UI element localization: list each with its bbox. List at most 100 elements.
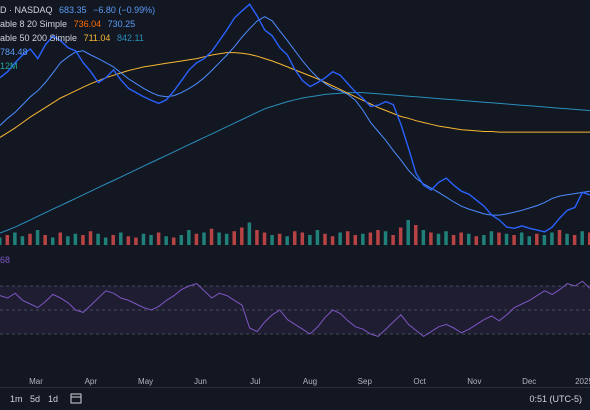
volume-bar — [187, 230, 191, 245]
volume-bar — [202, 232, 206, 245]
volume-bar — [398, 227, 403, 245]
volume-bar — [232, 231, 236, 245]
ma1-legend: able 8 20 Simple 736.04 730.25 — [0, 18, 139, 30]
volume-bar — [134, 237, 138, 245]
volume-bar — [459, 232, 463, 245]
volume-bar — [308, 235, 312, 245]
volume-bar — [414, 225, 418, 245]
ma20-line — [0, 16, 590, 216]
bottom-separator — [0, 387, 590, 388]
volume-bar — [557, 230, 562, 245]
volume-bar — [527, 236, 531, 245]
volume-bar — [171, 237, 176, 245]
volume-bar — [164, 236, 168, 245]
volume-bar — [50, 237, 55, 245]
volume-bar — [429, 232, 433, 245]
volume-bar — [35, 230, 40, 245]
ticker-legend: D · NASDAQ 683.35 −6.80 (−0.99%) — [0, 4, 159, 16]
volume-bar — [572, 235, 577, 245]
volume-bar — [5, 235, 10, 245]
volume-bar — [504, 233, 509, 245]
ma200-line — [0, 92, 590, 234]
volume-bar — [224, 233, 229, 245]
range-1m-button[interactable]: 1m — [10, 394, 23, 404]
ma2-legend: able 50 200 Simple 711.04 842.11 — [0, 32, 148, 44]
x-tick-label: Aug — [303, 377, 317, 386]
x-tick-label: May — [138, 377, 153, 386]
x-tick-label: Apr — [85, 377, 98, 386]
volume-bar — [565, 233, 569, 245]
x-tick-label: Jun — [194, 377, 207, 386]
range-5d-button[interactable]: 5d — [30, 394, 41, 404]
volume-bar — [519, 232, 524, 245]
volume-bar — [149, 235, 153, 245]
volume-bar — [58, 232, 63, 245]
price-change: −6.80 (−0.99%) — [93, 5, 156, 15]
ma2-value-1: 711.04 — [83, 33, 111, 43]
ma50-line — [0, 52, 590, 138]
volume-bar — [28, 233, 32, 245]
volume-bar — [368, 232, 373, 245]
volume-bar — [96, 233, 100, 245]
volume-bar — [277, 233, 282, 245]
volume-bar — [285, 236, 289, 245]
volume-bar — [535, 233, 539, 245]
volume-bar — [444, 231, 448, 245]
vol-legend: 784.48 — [0, 46, 32, 58]
vol-value: 784.48 — [0, 47, 28, 57]
volume-bar — [315, 230, 320, 245]
volume-bar — [156, 232, 161, 245]
volume-bar — [88, 231, 93, 245]
volume-bar — [580, 231, 584, 245]
vol2-legend: 12M — [0, 60, 22, 72]
rsi-value: 68 — [0, 255, 11, 265]
volume-bar — [247, 222, 252, 245]
volume-bar — [262, 232, 267, 245]
volume-bar — [588, 232, 590, 245]
ticker-label: D · NASDAQ — [0, 5, 53, 15]
volume-bar — [13, 232, 17, 245]
volume-bar — [466, 233, 471, 245]
volume-bar — [489, 231, 494, 245]
volume-bar — [270, 235, 274, 245]
volume-bar — [497, 232, 501, 245]
rsi-line — [0, 280, 590, 338]
ma1-value-1: 736.04 — [73, 19, 102, 29]
volume-bar — [421, 230, 426, 245]
volume-bar — [406, 220, 410, 245]
x-tick-label: Sep — [358, 377, 373, 386]
range-1d-button[interactable]: 1d — [48, 394, 59, 404]
ma2-value-2: 842.11 — [116, 33, 144, 43]
calendar-icon[interactable] — [70, 392, 82, 406]
volume-bar — [217, 232, 221, 245]
ma1-label: able 8 20 Simple — [0, 19, 68, 29]
volume-bar — [361, 233, 365, 245]
volume-bar — [194, 233, 199, 245]
volume-bar — [126, 236, 131, 245]
volume-bar — [179, 235, 184, 245]
volume-bar — [474, 236, 479, 245]
volume-bar — [451, 235, 456, 245]
volume-bar — [338, 232, 342, 245]
volume-bar — [376, 230, 380, 245]
x-tick-label: Dec — [522, 377, 536, 386]
rsi-legend: 68 — [0, 254, 14, 266]
volume-bar — [436, 233, 441, 245]
volume-bar — [73, 233, 78, 245]
volume-bar — [542, 235, 547, 245]
volume-bar — [391, 235, 395, 245]
vol2-value: 12M — [0, 61, 18, 71]
price-value: 683.35 — [59, 5, 87, 15]
x-tick-label: Oct — [413, 377, 426, 386]
volume-bar — [512, 235, 516, 245]
volume-bar — [103, 237, 108, 245]
ma1-value-2: 730.25 — [107, 19, 136, 29]
volume-bar — [300, 232, 305, 245]
volume-bar — [323, 233, 327, 245]
volume-bar — [43, 235, 47, 245]
volume-bar — [209, 228, 214, 245]
x-tick-label: Nov — [467, 377, 481, 386]
bottom-toolbar: 1m 5d 1d 0:51 (UTC-5) — [0, 388, 590, 410]
volume-bar — [141, 233, 146, 245]
chart-canvas[interactable]: Mar Apr May Jun Jul Aug Sep Oct Nov Dec 2025 — [0, 0, 590, 388]
